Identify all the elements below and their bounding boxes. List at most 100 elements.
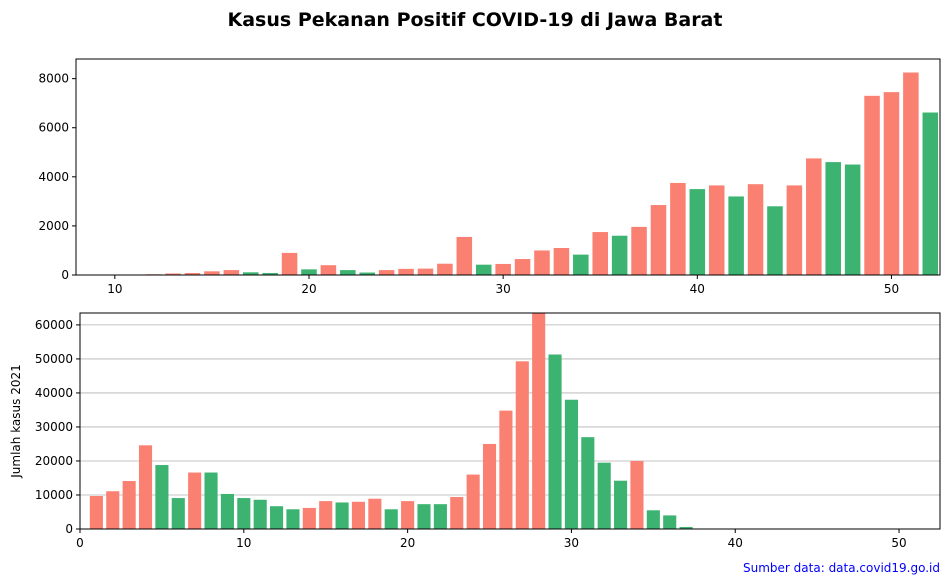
bar-week-23 bbox=[450, 497, 464, 529]
bar-week-49 bbox=[864, 95, 880, 276]
x-tick-label: 10 bbox=[236, 536, 251, 550]
x-tick-label: 0 bbox=[76, 536, 84, 550]
bar-week-31 bbox=[581, 437, 595, 529]
bar-week-39 bbox=[670, 182, 686, 275]
bar-week-43 bbox=[747, 184, 764, 275]
bar-week-26 bbox=[417, 268, 434, 275]
bar-week-34 bbox=[630, 460, 644, 529]
bar-week-17 bbox=[351, 501, 366, 529]
chart-title: Kasus Pekanan Positif COVID-19 di Jawa B… bbox=[228, 9, 723, 31]
bar-week-46 bbox=[806, 158, 822, 275]
y-tick-label: 20000 bbox=[35, 454, 73, 468]
bar-week-36 bbox=[611, 235, 628, 275]
x-tick-label: 30 bbox=[496, 282, 511, 296]
bar-week-5 bbox=[155, 465, 169, 529]
bar-week-25 bbox=[398, 268, 414, 275]
bar-week-32 bbox=[534, 250, 550, 275]
bar-week-34 bbox=[573, 254, 589, 275]
x-tick-label: 50 bbox=[884, 282, 899, 296]
bar-week-31 bbox=[514, 259, 531, 275]
y-tick-label: 40000 bbox=[35, 386, 73, 400]
bar-week-26 bbox=[499, 410, 513, 529]
bar-week-13 bbox=[165, 273, 181, 275]
bar-week-22 bbox=[340, 270, 356, 275]
bar-week-27 bbox=[437, 263, 453, 275]
bar-week-41 bbox=[708, 185, 725, 275]
bar-week-50 bbox=[883, 92, 900, 276]
bar-week-7 bbox=[188, 472, 202, 529]
bar-week-16 bbox=[335, 502, 349, 529]
y-tick-label: 2000 bbox=[38, 219, 69, 233]
bar-week-37 bbox=[679, 526, 693, 529]
bar-week-3 bbox=[122, 481, 136, 529]
plot-frame bbox=[75, 58, 941, 276]
y-axis-label: Jumlah kasus 2021 bbox=[9, 364, 23, 479]
y-tick-label: 50000 bbox=[35, 352, 73, 366]
y-tick-label: 30000 bbox=[35, 420, 73, 434]
y-tick-label: 10000 bbox=[35, 488, 73, 502]
bar-week-35 bbox=[646, 510, 660, 529]
bar-week-28 bbox=[456, 236, 473, 275]
bar-week-30 bbox=[564, 399, 578, 529]
source-note: Sumber data: data.covid19.go.id bbox=[743, 561, 940, 575]
bar-week-15 bbox=[319, 501, 333, 529]
bar-week-9 bbox=[220, 493, 234, 529]
bar-week-24 bbox=[466, 474, 480, 529]
bar-week-25 bbox=[482, 443, 497, 529]
bar-week-14 bbox=[184, 273, 201, 275]
bar-week-40 bbox=[689, 189, 706, 275]
bar-week-11 bbox=[253, 499, 267, 529]
bar-week-4 bbox=[138, 445, 153, 529]
y-tick-label: 0 bbox=[61, 268, 69, 282]
bar-week-2 bbox=[106, 491, 120, 529]
bar-week-22 bbox=[433, 504, 447, 529]
bar-week-19 bbox=[281, 252, 298, 275]
y-tick-label: 4000 bbox=[38, 170, 69, 184]
x-tick-label: 20 bbox=[400, 536, 415, 550]
bar-week-10 bbox=[237, 498, 251, 529]
bar-week-35 bbox=[592, 232, 608, 275]
bar-week-1 bbox=[89, 496, 103, 529]
bar-week-51 bbox=[903, 72, 919, 275]
top-chart-2020: 10 20 30 40 50 0 2000 4000 6000 8000 bbox=[38, 58, 941, 296]
bar-week-18 bbox=[368, 498, 382, 529]
bar-week-48 bbox=[844, 164, 861, 275]
bar-week-12 bbox=[270, 506, 284, 529]
y-tick-label: 8000 bbox=[38, 72, 69, 86]
bar-week-23 bbox=[359, 272, 376, 275]
y-tick-label: 6000 bbox=[38, 121, 69, 135]
bar-week-21 bbox=[320, 265, 337, 275]
x-tick-label: 20 bbox=[301, 282, 316, 296]
bar-week-52 bbox=[922, 112, 939, 275]
bar-week-29 bbox=[548, 354, 562, 529]
x-tick-label: 30 bbox=[564, 536, 579, 550]
bar-week-17 bbox=[242, 272, 259, 275]
bar-week-37 bbox=[631, 226, 647, 275]
bar-week-33 bbox=[614, 480, 628, 529]
bar-week-19 bbox=[384, 509, 398, 529]
x-tick-label: 40 bbox=[728, 536, 743, 550]
bar-week-6 bbox=[171, 498, 185, 529]
bar-week-27 bbox=[515, 361, 529, 529]
y-tick-label: 60000 bbox=[35, 318, 73, 332]
bar-week-29 bbox=[475, 264, 492, 275]
plot-frame bbox=[79, 312, 941, 530]
x-tick-label: 50 bbox=[891, 536, 906, 550]
bottom-chart-2021: 0 10 20 30 40 50 0 10000 20000 30000 40000 50000 600… bbox=[9, 312, 941, 550]
bar-week-14 bbox=[302, 507, 316, 529]
bar-week-30 bbox=[495, 263, 511, 275]
bar-week-20 bbox=[401, 501, 415, 529]
x-tick-label: 10 bbox=[107, 282, 122, 296]
bar-week-38 bbox=[650, 205, 667, 275]
bar-week-45 bbox=[786, 185, 803, 275]
x-tick-label: 40 bbox=[690, 282, 705, 296]
bar-week-47 bbox=[825, 162, 841, 275]
bar-week-28 bbox=[532, 313, 546, 529]
bar-week-36 bbox=[663, 515, 677, 529]
bar-week-13 bbox=[286, 509, 300, 529]
bar-week-33 bbox=[553, 248, 570, 275]
bar-week-20 bbox=[301, 269, 317, 275]
bar-week-42 bbox=[728, 196, 744, 275]
bar-week-18 bbox=[262, 273, 278, 275]
y-tick-label: 0 bbox=[65, 522, 73, 536]
